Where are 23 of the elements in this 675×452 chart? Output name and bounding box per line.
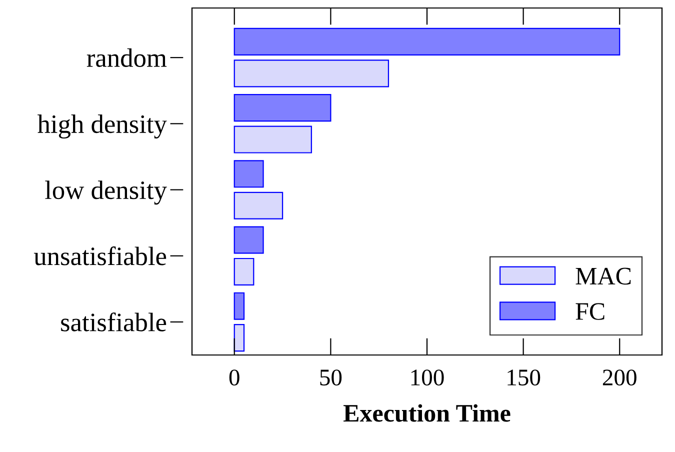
bar — [234, 94, 332, 122]
x-tick-label: 0 — [229, 370, 240, 386]
legend-label: MAC — [576, 268, 631, 285]
x-tick-label: 200 — [602, 370, 636, 386]
bar — [234, 324, 245, 352]
bar — [234, 292, 245, 320]
bar — [234, 28, 620, 56]
bar — [234, 160, 264, 188]
y-tick-label: low density — [45, 180, 167, 205]
y-tick-label: high density — [38, 114, 167, 139]
x-tick-label: 150 — [508, 370, 540, 386]
bar — [234, 258, 254, 286]
y-tick-label: satisfiable — [61, 312, 166, 332]
bar — [234, 60, 390, 88]
y-tick-label: random — [86, 48, 167, 67]
y-tick-label: unsatisfiable — [34, 246, 166, 266]
bar — [234, 226, 264, 254]
legend-label: FC — [576, 303, 604, 320]
bar — [234, 192, 284, 220]
bar — [234, 126, 312, 154]
x-tick-label: 50 — [320, 370, 342, 386]
x-tick-label: 100 — [411, 370, 444, 386]
x-axis-title: Execution Time — [343, 404, 510, 422]
